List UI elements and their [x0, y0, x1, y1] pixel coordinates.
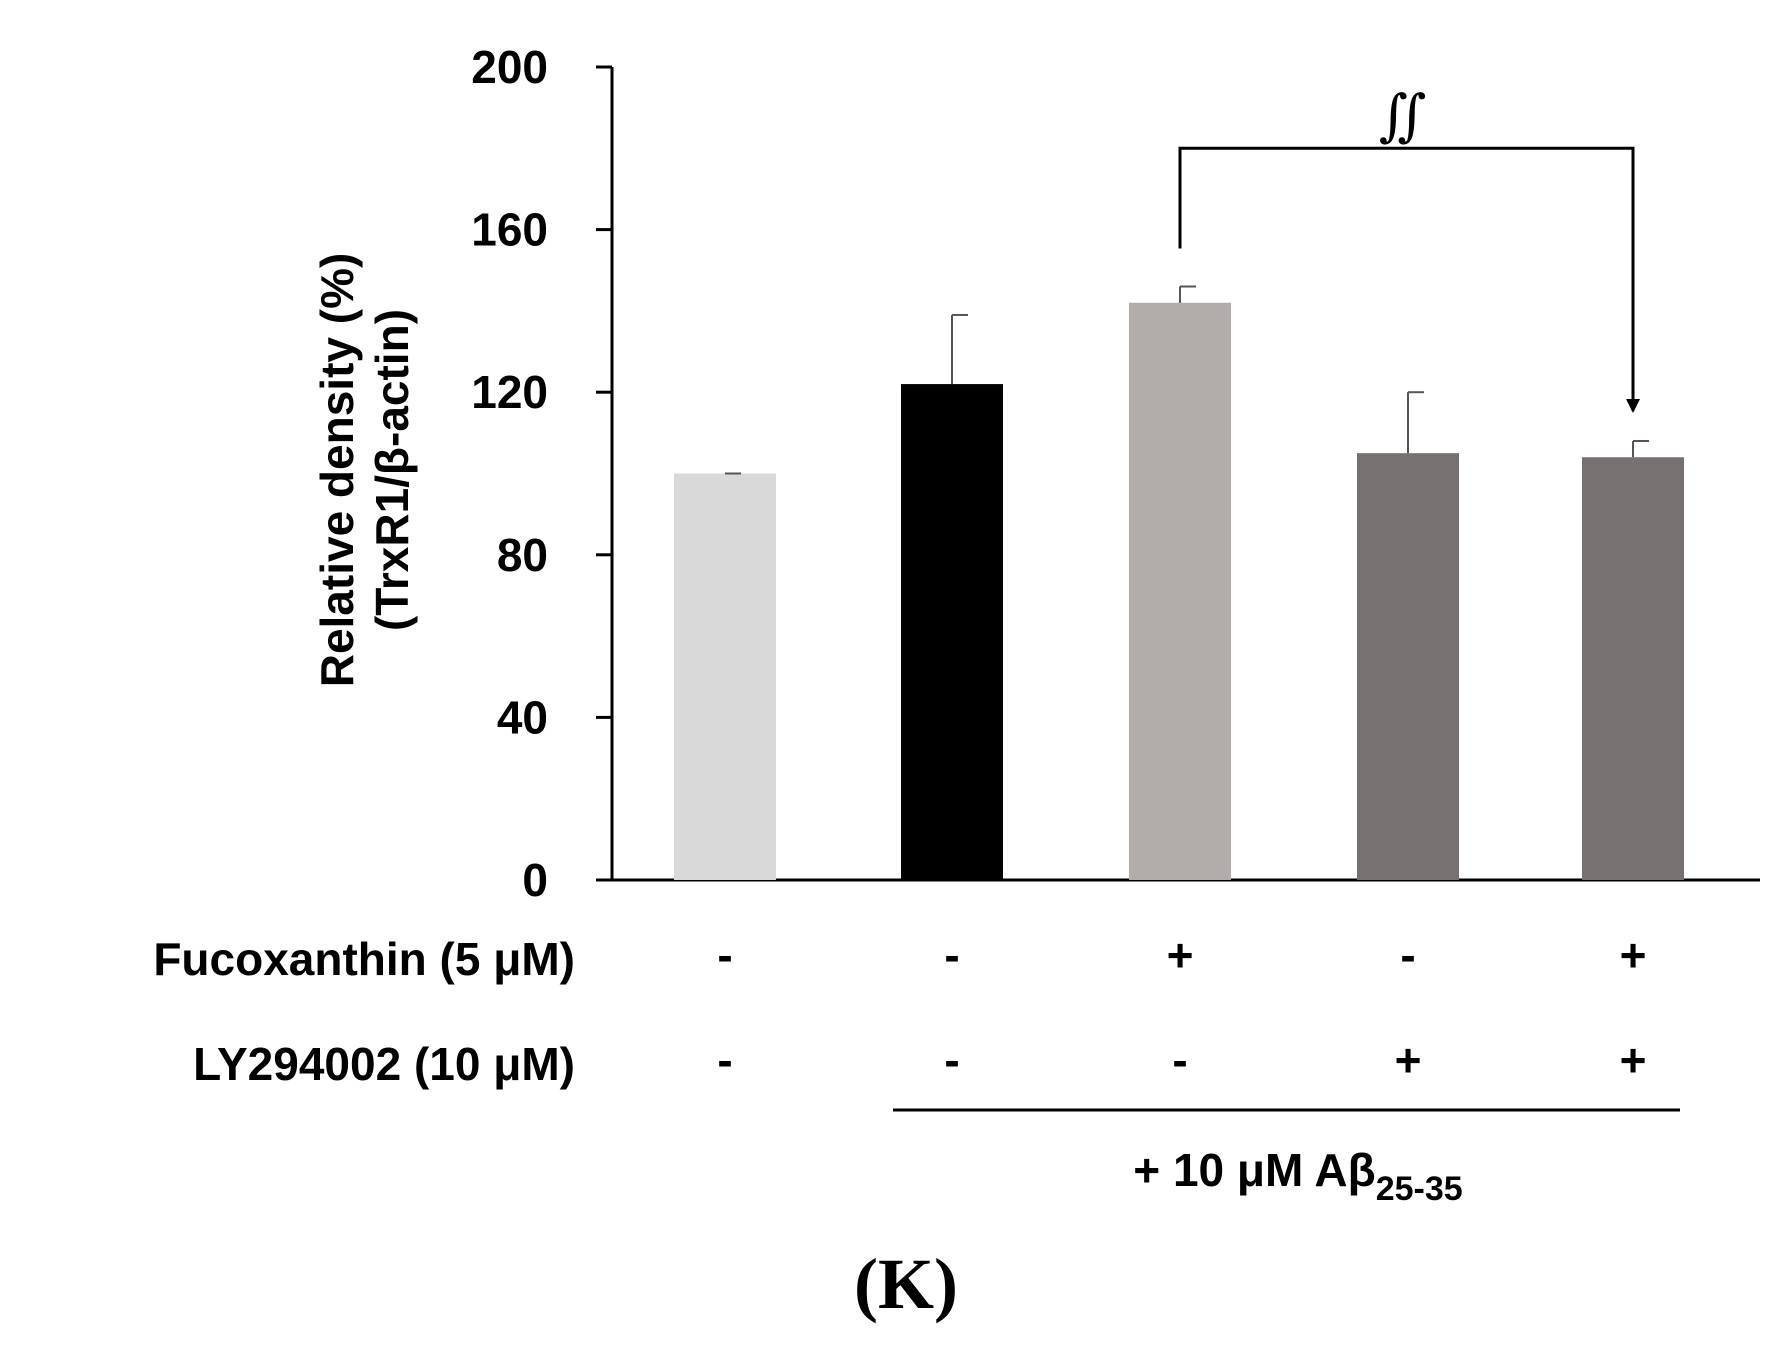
treatment-row-label: Fucoxanthin (5 μM)	[153, 933, 575, 985]
treatment-plus: +	[1395, 1034, 1422, 1086]
y-axis: 0 40 80 120 160 200	[471, 41, 1760, 906]
treatment-plus: +	[1620, 1034, 1647, 1086]
significance-arrowhead	[1626, 398, 1640, 413]
y-tick-label: 120	[471, 366, 548, 418]
group-label-subscript: 25-35	[1376, 1170, 1463, 1208]
significance-bracket: ∬	[1178, 85, 1640, 413]
bar	[1582, 457, 1684, 880]
treatment-row-label: LY294002 (10 μM)	[193, 1038, 575, 1090]
error-bars	[725, 285, 1649, 475]
group-label: + 10 μM Aβ25-35	[1133, 1144, 1462, 1208]
bar	[1357, 453, 1459, 880]
significance-bracket-line	[1178, 146, 1635, 411]
treatment-plus: +	[1620, 929, 1647, 981]
y-tick-label: 160	[471, 204, 548, 256]
y-axis-label-line2: (TrxR1/β-actin)	[366, 309, 418, 631]
panel-label: (K)	[854, 1244, 958, 1324]
significance-marker: ∬	[1379, 85, 1427, 147]
treatment-minus: -	[944, 1034, 959, 1086]
treatment-minus: -	[944, 929, 959, 981]
bar	[901, 384, 1003, 880]
bars	[674, 302, 1684, 880]
y-axis-label-line1: Relative density (%)	[311, 253, 363, 688]
group-label-main: + 10 μM Aβ	[1133, 1144, 1375, 1196]
y-tick-label: 80	[497, 529, 548, 581]
y-tick-label: 200	[471, 41, 548, 93]
bar	[674, 473, 776, 880]
treatment-plus: +	[1167, 929, 1194, 981]
treatment-minus: -	[717, 1034, 732, 1086]
y-tick-label: 40	[497, 691, 548, 743]
treatment-table: Fucoxanthin (5 μM) - - + - + LY294002 (10 μM) -…	[153, 929, 1646, 1090]
treatment-minus: -	[717, 929, 732, 981]
treatment-minus: -	[1172, 1034, 1187, 1086]
y-tick-label: 0	[522, 854, 548, 906]
bar	[1129, 302, 1231, 880]
treatment-minus: -	[1400, 929, 1415, 981]
